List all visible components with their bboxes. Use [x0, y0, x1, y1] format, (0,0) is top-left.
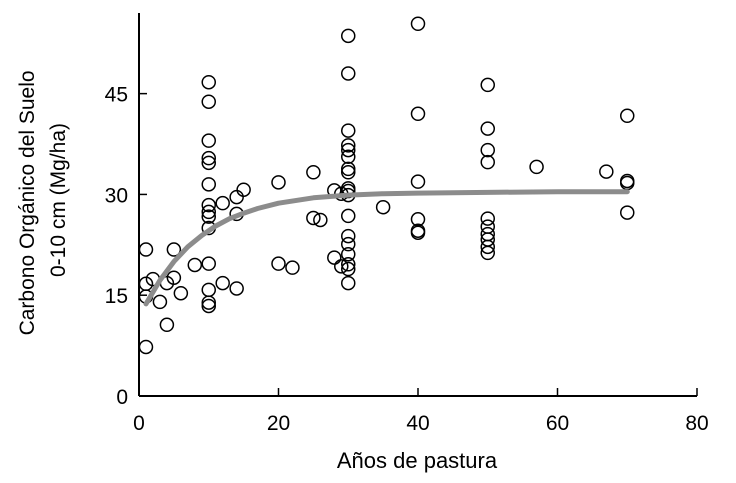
- data-point: [166, 242, 182, 257]
- data-point: [341, 138, 356, 153]
- data-point: [201, 94, 216, 109]
- x-tick-label: 60: [546, 412, 569, 435]
- data-point: [480, 142, 495, 158]
- data-point: [138, 242, 154, 257]
- data-point: [341, 161, 356, 177]
- data-point: [152, 294, 168, 310]
- data-point: [620, 108, 635, 124]
- data-point: [529, 159, 544, 175]
- data-point: [480, 77, 495, 93]
- data-point: [480, 211, 495, 226]
- data-point: [341, 208, 356, 224]
- y-axis-label-line-2: 0-10 cm (Mg/ha): [47, 123, 70, 277]
- tick-labels: 0 20 40 60 80 0 15 30 45: [105, 84, 709, 435]
- data-point: [410, 16, 426, 32]
- data-point: [334, 259, 349, 274]
- y-tick-label: 45: [105, 84, 128, 107]
- data-point: [201, 298, 216, 314]
- data-point: [201, 74, 216, 90]
- data-point: [341, 275, 356, 291]
- data-point: [410, 174, 426, 189]
- y-tick-label: 0: [116, 386, 128, 409]
- data-point: [229, 189, 244, 205]
- data-point: [341, 257, 356, 272]
- data-point: [215, 195, 230, 211]
- data-point: [201, 256, 216, 271]
- data-point: [201, 177, 216, 192]
- data-point: [166, 270, 182, 285]
- y-axis-label: Carbono Orgánico del Suelo 0-10 cm (Mg/h…: [16, 65, 70, 336]
- data-point: [341, 228, 356, 244]
- data-point: [229, 281, 244, 296]
- x-tick-label: 40: [406, 412, 429, 435]
- data-point: [341, 246, 356, 262]
- data-point: [599, 164, 614, 179]
- data-point: [341, 261, 356, 277]
- data-point: [480, 219, 495, 234]
- data-point: [187, 257, 203, 273]
- data-point: [138, 339, 154, 355]
- data-point: [327, 250, 342, 265]
- data-point: [620, 205, 635, 220]
- fit-curve: [143, 189, 630, 307]
- x-axis-label: Años de pastura: [337, 448, 498, 473]
- data-point: [236, 182, 251, 197]
- data-point: [341, 236, 356, 252]
- data-points: [138, 16, 635, 355]
- data-point: [215, 275, 230, 291]
- data-point: [341, 28, 356, 44]
- data-point: [480, 154, 495, 170]
- data-point: [173, 285, 189, 301]
- data-point: [201, 133, 216, 148]
- data-point: [201, 197, 216, 213]
- data-point: [410, 225, 426, 240]
- x-tick-label: 80: [685, 412, 708, 435]
- data-point: [341, 164, 356, 180]
- data-point: [341, 123, 356, 138]
- data-point: [201, 155, 216, 171]
- data-point: [341, 66, 356, 81]
- data-point: [480, 245, 495, 261]
- data-point: [201, 295, 216, 310]
- y-axis-label-line-1: Carbono Orgánico del Suelo: [16, 70, 39, 335]
- data-point: [159, 317, 175, 333]
- y-tick-label: 30: [105, 184, 128, 207]
- axes: [138, 13, 698, 397]
- data-point: [285, 260, 300, 275]
- data-point: [201, 204, 216, 220]
- data-point: [341, 142, 356, 158]
- data-point: [201, 282, 216, 298]
- data-point: [271, 175, 286, 190]
- data-point: [306, 210, 321, 226]
- data-point: [313, 212, 328, 228]
- data-point: [375, 199, 391, 215]
- x-tick-label: 0: [133, 412, 145, 435]
- data-point: [306, 164, 321, 180]
- data-point: [480, 121, 495, 136]
- y-tick-label: 15: [105, 285, 128, 308]
- data-point: [201, 209, 216, 224]
- data-point: [271, 256, 286, 271]
- data-point: [480, 239, 495, 255]
- data-point: [410, 106, 426, 122]
- data-point: [341, 149, 356, 165]
- data-point: [201, 150, 216, 166]
- x-tick-label: 20: [267, 412, 290, 435]
